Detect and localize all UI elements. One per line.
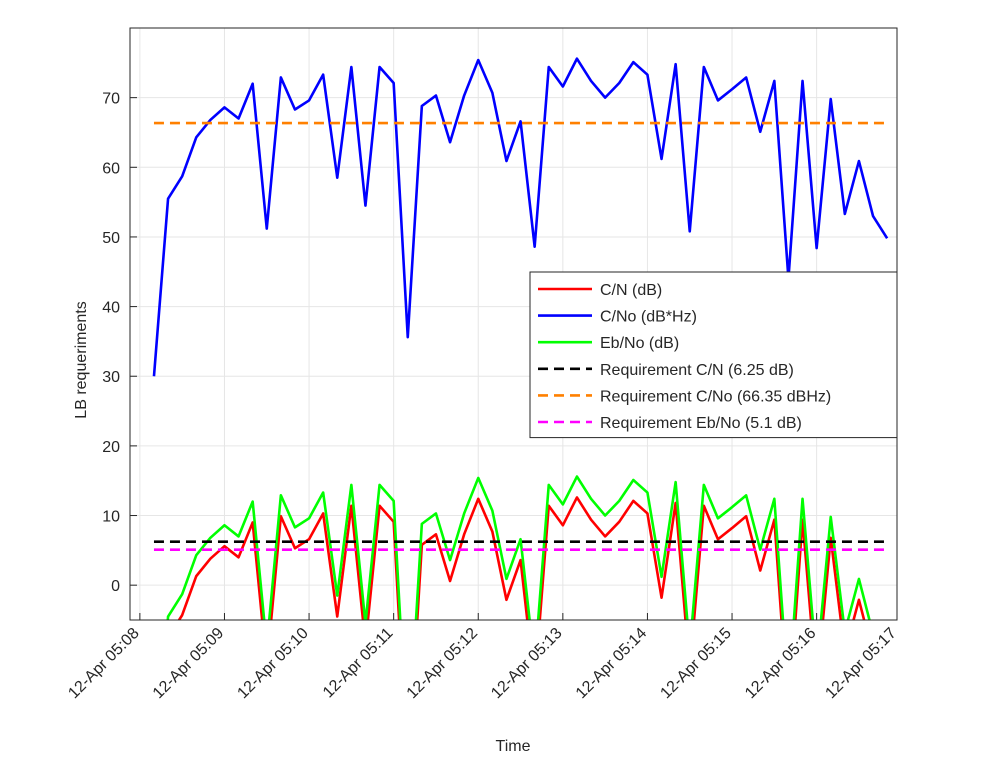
y-tick-label: 60 bbox=[102, 160, 120, 177]
legend-label: Requirement C/N (6.25 dB) bbox=[600, 362, 794, 379]
y-tick-label: 70 bbox=[102, 91, 120, 108]
legend-box bbox=[529, 271, 898, 439]
y-tick-label: 30 bbox=[102, 369, 120, 386]
y-tick-label: 20 bbox=[102, 439, 120, 456]
y-tick-label: 10 bbox=[102, 509, 120, 526]
legend-label: Requirement Eb/No (5.1 dB) bbox=[600, 415, 802, 432]
y-axis-label: LB requeriments bbox=[73, 301, 90, 418]
series-line bbox=[152, 57, 889, 377]
legend-label: Requirement C/No (66.35 dBHz) bbox=[600, 388, 831, 405]
series-line bbox=[177, 496, 866, 620]
series-line bbox=[166, 475, 871, 620]
y-tick-label: 40 bbox=[102, 300, 120, 317]
y-tick-label: 0 bbox=[111, 578, 120, 595]
legend: C/N (dB) C/No (dB*Hz) Eb/No (dB) Requiremen… bbox=[529, 271, 898, 439]
series-group bbox=[152, 57, 889, 620]
legend-label: C/N (dB) bbox=[600, 282, 662, 299]
x-axis-label: Time bbox=[496, 738, 531, 755]
legend-label: C/No (dB*Hz) bbox=[600, 309, 697, 326]
legend-label: Eb/No (dB) bbox=[600, 335, 679, 352]
y-tick-label: 50 bbox=[102, 230, 120, 247]
